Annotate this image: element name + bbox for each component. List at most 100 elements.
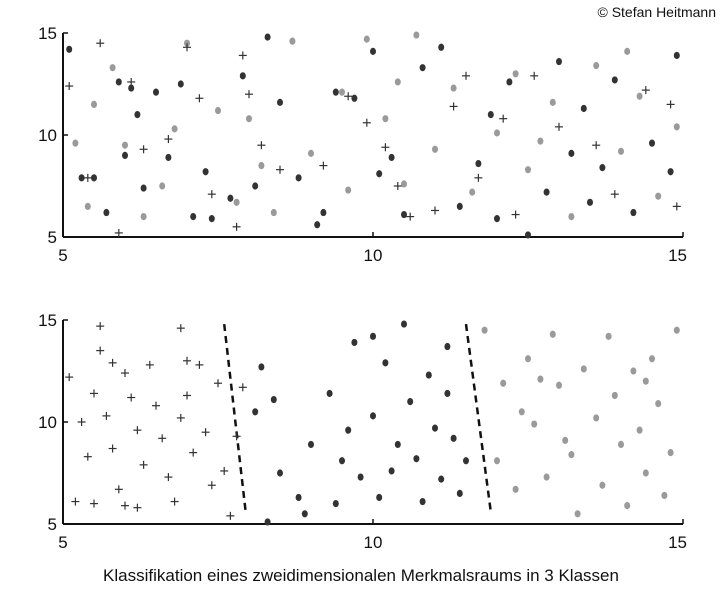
plus-marker <box>96 39 105 48</box>
plus-marker <box>114 485 123 494</box>
plus-marker <box>183 356 191 365</box>
light-point <box>543 473 550 481</box>
light-point <box>481 326 488 334</box>
plus-marker <box>127 393 136 402</box>
decision-boundary <box>464 323 493 512</box>
dark-point <box>419 64 426 72</box>
light-point <box>382 115 389 123</box>
plus-marker <box>462 71 470 80</box>
light-point <box>215 106 221 115</box>
plus-marker <box>139 145 148 154</box>
plus-marker <box>114 228 123 237</box>
light-point <box>413 31 420 39</box>
dark-point <box>301 510 308 518</box>
dark-point <box>295 174 302 182</box>
y-tick-label: 15 <box>38 24 57 43</box>
x-tick-label: 15 <box>668 533 687 552</box>
plus-marker <box>96 346 105 355</box>
dark-point <box>394 440 401 449</box>
dark-point <box>258 363 265 371</box>
dark-point <box>345 426 352 434</box>
light-point <box>363 35 370 43</box>
light-point <box>91 100 97 108</box>
dark-point <box>568 149 575 157</box>
light-point <box>661 491 668 500</box>
plus-marker <box>319 161 328 170</box>
dark-point <box>270 395 277 404</box>
dark-point <box>475 159 482 168</box>
dark-point <box>649 139 655 147</box>
plus-marker <box>201 428 210 437</box>
dark-point <box>314 221 321 229</box>
dark-point <box>456 489 463 497</box>
light-point <box>140 213 147 221</box>
plus-marker <box>362 118 371 127</box>
dark-point <box>252 182 259 190</box>
dark-point <box>525 231 531 239</box>
dark-point <box>401 210 407 219</box>
plus-marker <box>170 497 179 506</box>
x-tick-label: 10 <box>364 246 383 265</box>
dark-point <box>66 45 73 53</box>
dark-point <box>239 72 246 80</box>
plus-marker <box>214 379 222 388</box>
plus-marker <box>164 473 173 482</box>
dark-point <box>630 208 637 217</box>
copyright-notice: © Stefan Heitmann <box>597 4 717 20</box>
dark-point <box>339 457 345 465</box>
light-point <box>494 457 500 465</box>
light-point <box>531 420 538 428</box>
plus-marker <box>672 202 681 211</box>
plus-marker <box>499 114 508 123</box>
dark-point <box>444 342 451 351</box>
plus-marker <box>226 511 235 520</box>
dark-point <box>667 168 674 176</box>
dark-point <box>115 78 122 86</box>
plus-marker <box>381 143 390 152</box>
plus-marker <box>183 43 191 52</box>
plus-marker <box>77 418 86 426</box>
plus-marker <box>189 448 198 457</box>
light-point <box>494 129 500 137</box>
dark-point <box>611 76 618 84</box>
light-point <box>258 162 265 170</box>
plus-marker <box>207 481 216 490</box>
dark-point <box>332 500 339 508</box>
light-point <box>525 355 531 363</box>
light-point <box>642 469 649 477</box>
light-point <box>512 485 519 493</box>
x-tick-label: 10 <box>364 533 383 552</box>
dark-point <box>277 98 283 106</box>
plus-marker <box>121 501 129 510</box>
light-point <box>673 123 680 131</box>
x-tick-label: 15 <box>668 246 687 265</box>
dark-point <box>153 88 159 96</box>
dark-point <box>463 457 469 465</box>
light-point <box>518 408 525 416</box>
plus-marker <box>96 322 105 331</box>
dark-point <box>494 215 500 223</box>
plus-marker <box>71 497 80 506</box>
dark-point <box>487 111 494 119</box>
plus-marker <box>232 222 241 231</box>
light-point <box>171 125 178 133</box>
light-point <box>593 62 600 70</box>
light-point <box>568 451 575 459</box>
light-point <box>599 481 606 489</box>
dark-point <box>450 434 457 442</box>
light-point <box>618 147 624 155</box>
y-tick-label: 10 <box>38 413 57 432</box>
plus-marker <box>158 434 167 443</box>
dark-point <box>357 473 364 481</box>
dark-point <box>277 469 283 477</box>
dark-point <box>599 164 606 172</box>
plus-marker <box>431 206 439 215</box>
x-tick-label: 5 <box>58 246 67 265</box>
dark-point <box>388 467 395 475</box>
plus-marker <box>232 432 241 441</box>
plus-marker <box>152 401 160 410</box>
plus-marker <box>641 86 650 95</box>
dark-point <box>382 359 389 367</box>
light-point <box>512 70 519 78</box>
